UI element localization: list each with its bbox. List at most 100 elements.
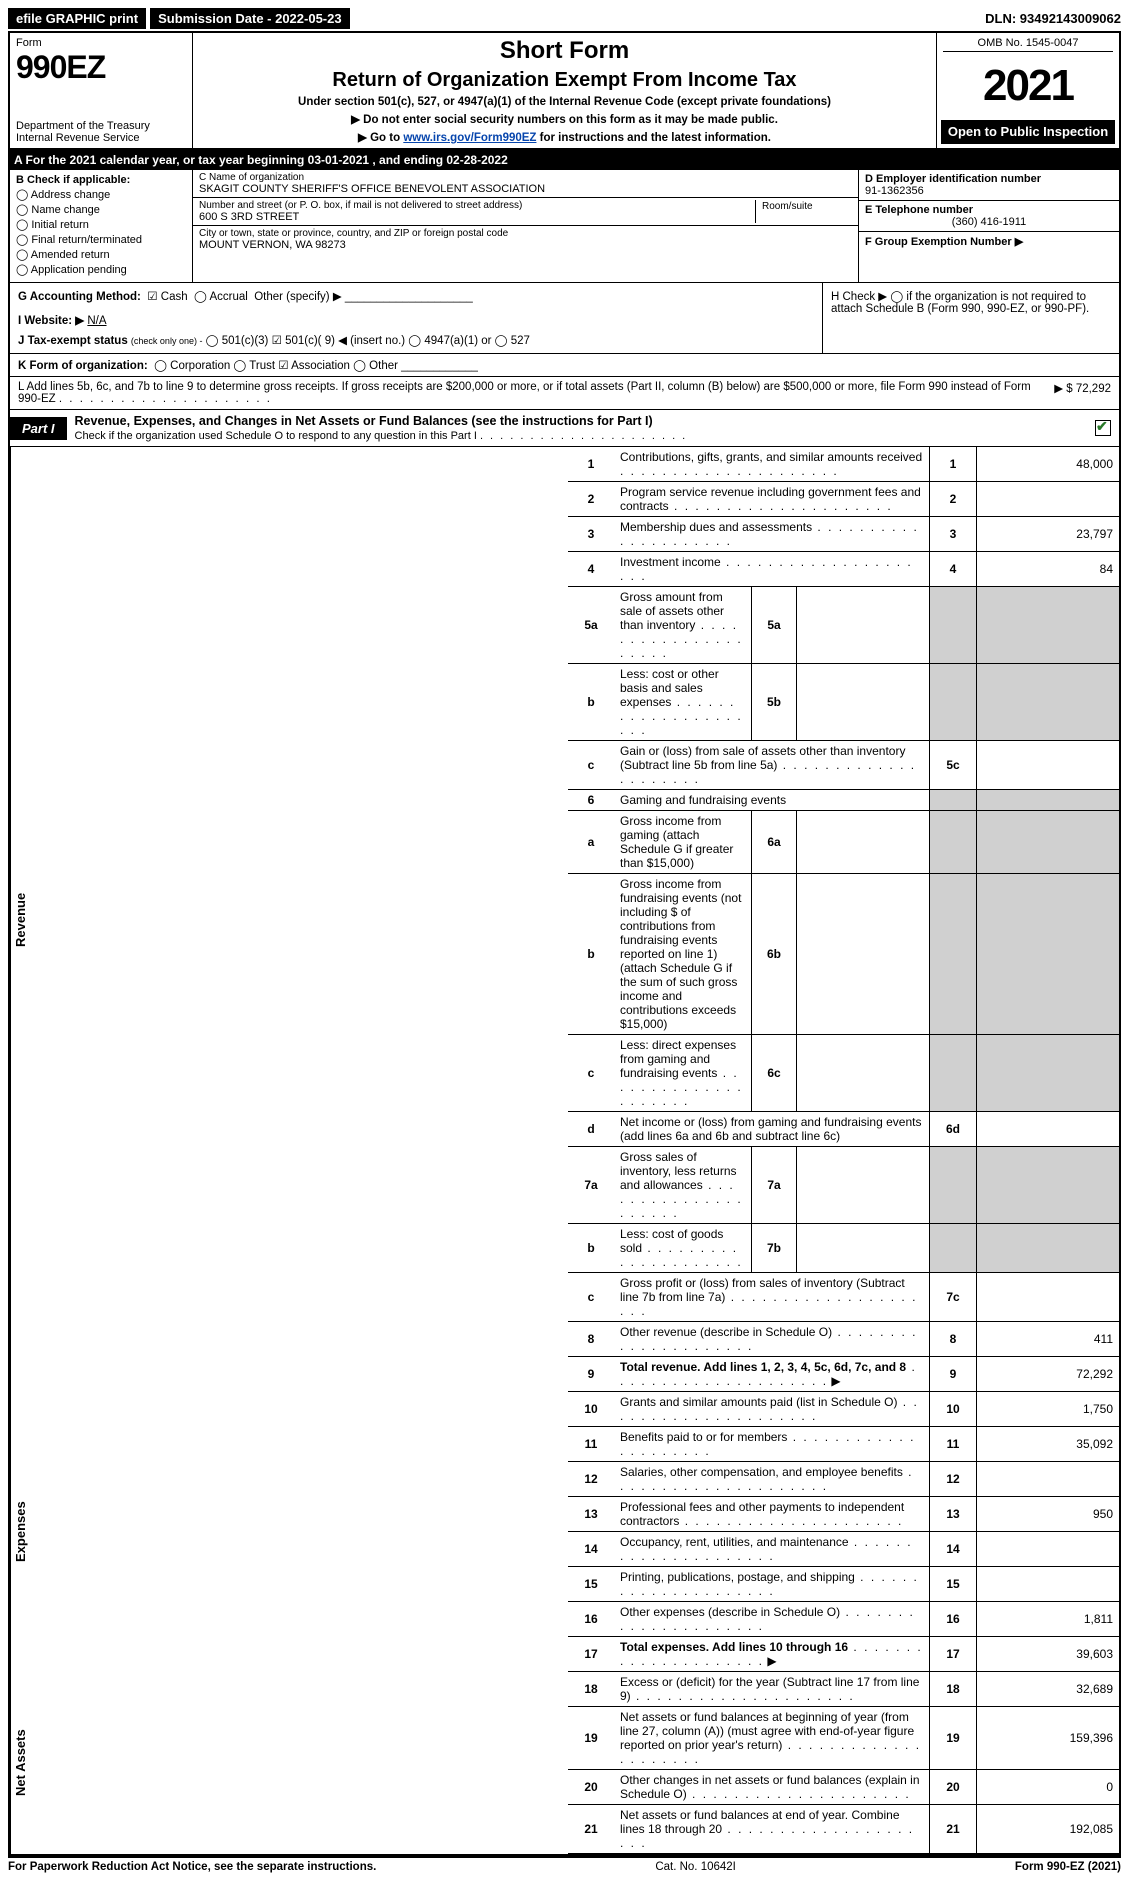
line-19: 19Net assets or fund balances at beginni…: [568, 1707, 1120, 1770]
D-label: D Employer identification number: [865, 173, 1041, 185]
header-right: OMB No. 1545-0047 2021 Open to Public In…: [936, 33, 1119, 148]
header-left: Form 990EZ Department of the Treasury In…: [10, 33, 193, 148]
netassets-table: 18Excess or (deficit) for the year (Subt…: [568, 1672, 1121, 1854]
expenses-table: 10Grants and similar amounts paid (list …: [568, 1392, 1121, 1672]
line-17: 17Total expenses. Add lines 10 through 1…: [568, 1637, 1120, 1672]
section-A: A For the 2021 calendar year, or tax yea…: [8, 150, 1121, 170]
footer-right: Form 990-EZ (2021): [1015, 1861, 1121, 1873]
website: N/A: [87, 315, 106, 327]
sub3-pre: ▶ Go to: [358, 132, 403, 144]
line-6: 6Gaming and fundraising events: [568, 790, 1120, 811]
line-10: 10Grants and similar amounts paid (list …: [568, 1392, 1120, 1427]
phone: (360) 416-1911: [865, 216, 1113, 228]
line-12: 12Salaries, other compensation, and empl…: [568, 1462, 1120, 1497]
J-opts: ◯ 501(c)(3) ☑ 501(c)( 9) ◀ (insert no.) …: [206, 335, 530, 347]
col-C: C Name of organization SKAGIT COUNTY SHE…: [193, 170, 859, 282]
dots-icon: [480, 430, 687, 442]
line-3: 3Membership dues and assessments323,797: [568, 517, 1120, 552]
line-21: 21Net assets or fund balances at end of …: [568, 1805, 1120, 1854]
expenses-side-label: Expenses: [10, 1392, 568, 1672]
L-amount: ▶ $ 72,292: [1054, 381, 1111, 405]
dots-icon: [59, 393, 272, 405]
J-note: (check only one) -: [131, 336, 203, 346]
C-name-label: C Name of organization: [199, 172, 852, 183]
line-5c: cGain or (loss) from sale of assets othe…: [568, 741, 1120, 790]
K-opts: ◯ Corporation ◯ Trust ☑ Association ◯ Ot…: [154, 360, 398, 372]
dots-icon: [687, 1787, 911, 1801]
col-DEF: D Employer identification number 91-1362…: [859, 170, 1119, 282]
line-9: 9Total revenue. Add lines 1, 2, 3, 4, 5c…: [568, 1357, 1120, 1392]
page-footer: For Paperwork Reduction Act Notice, see …: [8, 1856, 1121, 1873]
dots-icon: [631, 1689, 855, 1703]
org-name: SKAGIT COUNTY SHERIFF'S OFFICE BENEVOLEN…: [199, 183, 852, 195]
B-label: B Check if applicable:: [16, 174, 130, 186]
line-11: 11Benefits paid to or for members1135,09…: [568, 1427, 1120, 1462]
room-label: Room/suite: [762, 201, 813, 212]
submission-date: Submission Date - 2022-05-23: [150, 8, 350, 29]
line-7a: 7aGross sales of inventory, less returns…: [568, 1147, 1120, 1224]
cb-address-change[interactable]: ◯ Address change: [16, 188, 186, 201]
row-G-H: G Accounting Method: ☑ Cash ◯ Accrual Ot…: [8, 283, 1121, 354]
revenue-side-label: Revenue: [10, 447, 568, 1392]
line-5b: bLess: cost or other basis and sales exp…: [568, 664, 1120, 741]
expenses-wrap: Expenses 10Grants and similar amounts pa…: [8, 1392, 1121, 1672]
cb-application-pending[interactable]: ◯ Application pending: [16, 263, 186, 276]
g-other: Other (specify) ▶: [254, 291, 341, 303]
line-4: 4Investment income484: [568, 552, 1120, 587]
revenue-table: 1Contributions, gifts, grants, and simil…: [568, 447, 1121, 1392]
cb-final-return[interactable]: ◯ Final return/terminated: [16, 233, 186, 246]
G-block: G Accounting Method: ☑ Cash ◯ Accrual Ot…: [10, 283, 822, 353]
line-15: 15Printing, publications, postage, and s…: [568, 1567, 1120, 1602]
line-7c: cGross profit or (loss) from sales of in…: [568, 1273, 1120, 1322]
efile-print[interactable]: efile GRAPHIC print: [8, 8, 146, 29]
subtitle-1: Under section 501(c), 527, or 4947(a)(1)…: [201, 96, 928, 108]
part1-check-note: Check if the organization used Schedule …: [75, 430, 688, 442]
form-header: Form 990EZ Department of the Treasury In…: [8, 31, 1121, 150]
netassets-side-label: Net Assets: [10, 1672, 568, 1854]
line-1: 1Contributions, gifts, grants, and simil…: [568, 447, 1120, 482]
cb-name-change[interactable]: ◯ Name change: [16, 203, 186, 216]
part1-title: Revenue, Expenses, and Changes in Net As…: [67, 410, 1091, 446]
subtitle-2: ▶ Do not enter social security numbers o…: [201, 112, 928, 126]
line-18: 18Excess or (deficit) for the year (Subt…: [568, 1672, 1120, 1707]
E-label: E Telephone number: [865, 204, 973, 216]
cb-amended[interactable]: ◯ Amended return: [16, 248, 186, 261]
line-14: 14Occupancy, rent, utilities, and mainte…: [568, 1532, 1120, 1567]
G-label: G Accounting Method:: [18, 291, 141, 303]
footer-left: For Paperwork Reduction Act Notice, see …: [8, 1861, 376, 1873]
part1-header: Part I Revenue, Expenses, and Changes in…: [8, 410, 1121, 447]
line-16: 16Other expenses (describe in Schedule O…: [568, 1602, 1120, 1637]
short-form-title: Short Form: [201, 37, 928, 65]
line-6d: dNet income or (loss) from gaming and fu…: [568, 1112, 1120, 1147]
C-city-label: City or town, state or province, country…: [199, 228, 852, 239]
line-7b: bLess: cost of goods sold7b: [568, 1224, 1120, 1273]
g-accrual: Accrual: [209, 291, 247, 303]
form-number: 990EZ: [16, 49, 186, 86]
I-label: I Website: ▶: [18, 315, 84, 327]
K-label: K Form of organization:: [18, 360, 148, 372]
C-street-label: Number and street (or P. O. box, if mail…: [199, 200, 755, 211]
part1-checkbox-icon[interactable]: [1095, 420, 1111, 436]
irs-link[interactable]: www.irs.gov/Form990EZ: [403, 132, 536, 144]
footer-cat: Cat. No. 10642I: [376, 1861, 1015, 1873]
L-text: L Add lines 5b, 6c, and 7b to line 9 to …: [18, 381, 1046, 405]
row-L: L Add lines 5b, 6c, and 7b to line 9 to …: [8, 377, 1121, 410]
F-label: F Group Exemption Number ▶: [865, 236, 1023, 248]
dln: DLN: 93492143009062: [985, 11, 1121, 26]
header-mid: Short Form Return of Organization Exempt…: [193, 33, 936, 148]
line-6a: aGross income from gaming (attach Schedu…: [568, 811, 1120, 874]
line-2: 2Program service revenue including gover…: [568, 482, 1120, 517]
J-label: J Tax-exempt status: [18, 335, 128, 347]
tax-year: 2021: [983, 61, 1073, 111]
subtitle-3: ▶ Go to www.irs.gov/Form990EZ for instru…: [201, 130, 928, 144]
dots-icon: [669, 499, 893, 513]
open-public-badge: Open to Public Inspection: [941, 120, 1115, 144]
revenue-wrap: Revenue 1Contributions, gifts, grants, a…: [8, 447, 1121, 1392]
cb-initial-return[interactable]: ◯ Initial return: [16, 218, 186, 231]
box-BCDEF: B Check if applicable: ◯ Address change …: [8, 170, 1121, 283]
dots-icon: [679, 1514, 903, 1528]
line-20: 20Other changes in net assets or fund ba…: [568, 1770, 1120, 1805]
netassets-wrap: Net Assets 18Excess or (deficit) for the…: [8, 1672, 1121, 1856]
row-K: K Form of organization: ◯ Corporation ◯ …: [8, 354, 1121, 377]
form-label: Form: [16, 37, 186, 49]
